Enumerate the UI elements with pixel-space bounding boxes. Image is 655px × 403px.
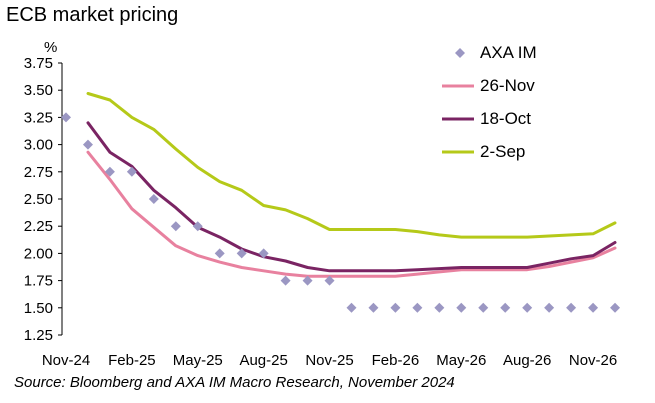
legend-label: 18-Oct: [480, 109, 531, 128]
y-tick-label: 1.75: [24, 273, 53, 290]
data-point-axa-im: [478, 302, 489, 313]
data-point-axa-im: [346, 302, 357, 313]
data-point-axa-im: [214, 248, 225, 259]
y-tick-label: 3.50: [24, 82, 53, 99]
y-tick-label: 3.25: [24, 109, 53, 126]
legend-label: 2-Sep: [480, 142, 525, 161]
legend-marker: [455, 48, 465, 58]
x-axis-ticks: Nov-24 Feb-25 May-25 Aug-25 Nov-25 Feb-26 May-…: [42, 352, 617, 369]
y-tick-label: 2.50: [24, 191, 53, 208]
x-tick-label: May-26: [436, 352, 486, 369]
data-point-axa-im: [104, 166, 115, 177]
series-line-26-nov: [86, 150, 617, 278]
x-tick-label: Nov-24: [42, 352, 90, 369]
data-point-axa-im: [236, 248, 247, 259]
y-axis-ticks: 3.75 3.50 3.25 3.00 2.75 2.50 2.25 2.00 1.75 1.50…: [24, 55, 62, 344]
series-line-2-sep: [86, 92, 617, 239]
data-point-axa-im: [192, 221, 203, 232]
data-point-axa-im: [258, 248, 269, 259]
series-line-18-oct: [86, 121, 617, 273]
y-axis-unit-label: %: [44, 39, 57, 56]
x-tick-label: Feb-26: [372, 352, 420, 369]
data-point-axa-im: [412, 302, 423, 313]
data-point-axa-im: [324, 275, 335, 286]
legend-label: 26-Nov: [480, 76, 535, 95]
y-tick-label: 1.50: [24, 300, 53, 317]
y-tick-label: 2.75: [24, 164, 53, 181]
legend: AXA IM 26-Nov 18-Oct 2-Sep: [442, 43, 537, 161]
data-point-axa-im: [126, 166, 137, 177]
chart-source-note: Source: Bloomberg and AXA IM Macro Resea…: [14, 374, 455, 391]
data-point-axa-im: [610, 302, 621, 313]
data-point-axa-im: [588, 302, 599, 313]
y-tick-label: 3.75: [24, 55, 53, 72]
chart-title: ECB market pricing: [6, 4, 179, 26]
data-point-axa-im: [280, 275, 291, 286]
x-tick-label: Nov-25: [305, 352, 353, 369]
data-point-axa-im: [456, 302, 467, 313]
data-point-axa-im: [522, 302, 533, 313]
x-tick-label: Feb-25: [108, 352, 156, 369]
x-tick-label: Aug-25: [239, 352, 287, 369]
data-point-axa-im: [302, 275, 313, 286]
data-point-axa-im: [368, 302, 379, 313]
data-point-axa-im: [390, 302, 401, 313]
data-point-axa-im: [82, 139, 93, 150]
legend-label: AXA IM: [480, 43, 537, 62]
y-tick-label: 1.25: [24, 327, 53, 344]
data-point-axa-im: [148, 194, 159, 204]
x-tick-label: Nov-26: [569, 352, 617, 369]
series-layer: [61, 92, 621, 313]
x-tick-label: Aug-26: [503, 352, 551, 369]
data-point-axa-im: [170, 221, 181, 232]
data-point-axa-im: [500, 302, 511, 313]
data-point-axa-im: [61, 112, 71, 123]
data-point-axa-im: [566, 302, 577, 313]
y-tick-label: 2.00: [24, 245, 53, 262]
x-tick-label: May-25: [173, 352, 223, 369]
y-tick-label: 3.00: [24, 137, 53, 154]
data-point-axa-im: [434, 302, 445, 313]
y-tick-label: 2.25: [24, 218, 53, 235]
data-point-axa-im: [544, 302, 555, 313]
